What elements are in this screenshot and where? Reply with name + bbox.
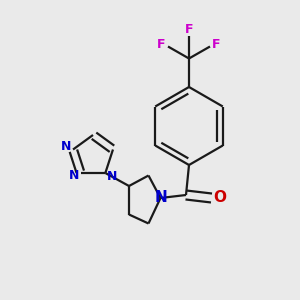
Text: N: N — [61, 140, 72, 153]
Text: F: F — [212, 38, 221, 52]
Text: F: F — [185, 23, 193, 36]
Text: N: N — [107, 170, 117, 183]
Text: N: N — [154, 190, 167, 205]
Text: N: N — [69, 169, 79, 182]
Text: F: F — [157, 38, 166, 52]
Text: O: O — [213, 190, 226, 206]
